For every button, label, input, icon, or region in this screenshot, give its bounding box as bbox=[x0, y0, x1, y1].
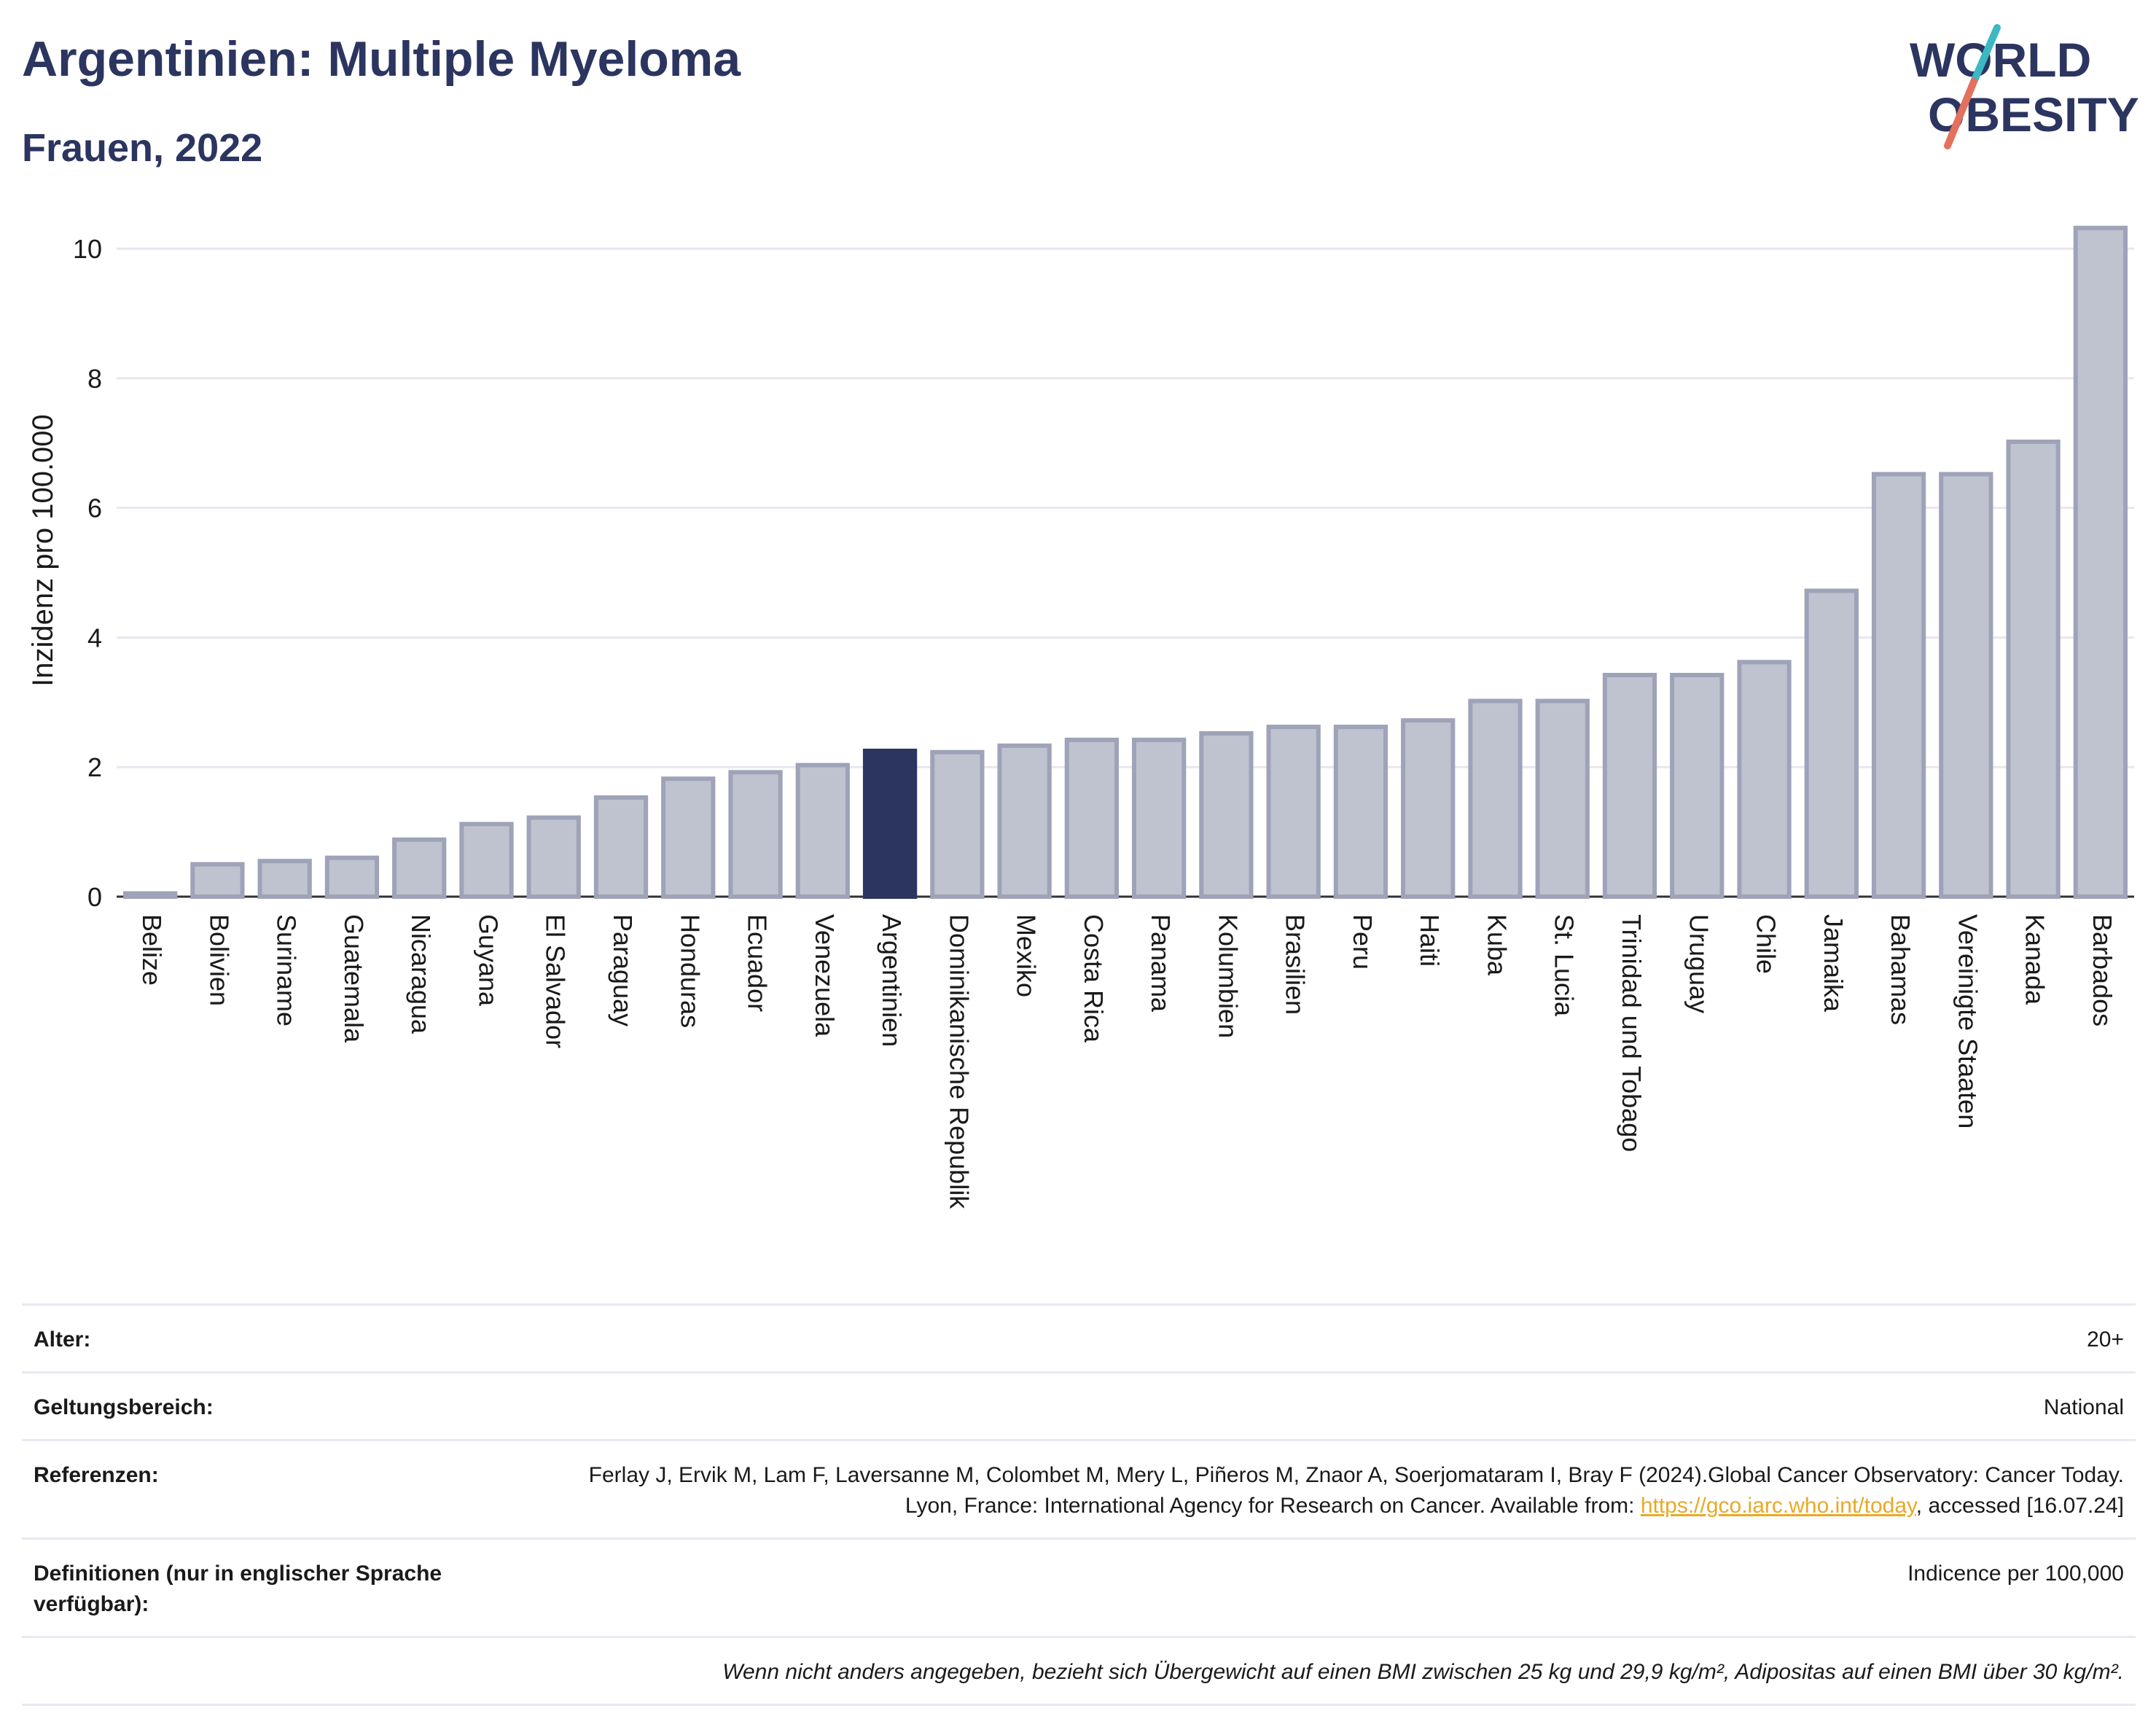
bar bbox=[1468, 698, 1523, 899]
bar bbox=[1199, 731, 1254, 899]
x-tick-label: Guyana bbox=[473, 914, 503, 1007]
bar-chart: 0 2 4 6 8 10 Belize Bolivien Suriname Guatemala N… bbox=[27, 225, 2134, 1209]
bar bbox=[930, 749, 985, 899]
bar bbox=[1871, 472, 1926, 899]
meta-row-definitions: Definitionen (nur in englischer Sprache … bbox=[22, 1537, 2136, 1636]
x-tick-label: Paraguay bbox=[608, 914, 638, 1026]
bar bbox=[1535, 698, 1590, 899]
x-tick-label: Mexiko bbox=[1012, 914, 1042, 997]
x-tick-label: St. Lucia bbox=[1550, 914, 1579, 1017]
x-tick-label: Chile bbox=[1751, 914, 1781, 974]
x-tick-label: Honduras bbox=[675, 914, 705, 1028]
bar bbox=[257, 859, 312, 899]
x-tick-label: Panama bbox=[1146, 914, 1176, 1013]
meta-row-scope: Geltungsbereich: National bbox=[22, 1371, 2136, 1439]
y-tick-label: 6 bbox=[87, 494, 102, 523]
meta-row-references: Referenzen: Ferlay J, Ervik M, Lam F, La… bbox=[22, 1439, 2136, 1537]
bar bbox=[459, 822, 514, 900]
bar bbox=[2073, 225, 2128, 899]
bar bbox=[324, 855, 380, 900]
metadata-table: Alter: 20+ Geltungsbereich: National Ref… bbox=[22, 1303, 2136, 1706]
bar bbox=[1737, 660, 1792, 899]
x-tick-label: Belize bbox=[137, 914, 167, 986]
bar bbox=[1670, 673, 1725, 899]
x-tick-label: Bahamas bbox=[1886, 914, 1915, 1025]
logo-slash-top bbox=[1970, 24, 2001, 85]
scope-label: Geltungsbereich: bbox=[34, 1395, 214, 1419]
x-tick-label: Guatemala bbox=[339, 914, 369, 1043]
references-text-1: Ferlay J, Ervik M, Lam F, Laversanne M, … bbox=[588, 1463, 2124, 1518]
bar bbox=[190, 862, 245, 899]
references-link[interactable]: https://gco.iarc.who.int/today bbox=[1640, 1494, 1916, 1518]
x-tick-label: Ecuador bbox=[743, 914, 773, 1012]
x-tick-label: Venezuela bbox=[810, 914, 840, 1037]
definitions-value: Indicence per 100,000 bbox=[1907, 1562, 2124, 1586]
bar bbox=[1804, 588, 1859, 899]
bar bbox=[1333, 725, 1388, 899]
bar bbox=[122, 891, 178, 899]
x-tick-label: El Salvador bbox=[541, 914, 571, 1048]
x-tick-label: Barbados bbox=[2087, 914, 2117, 1026]
bar bbox=[1939, 472, 1993, 899]
bar bbox=[392, 837, 447, 899]
bar bbox=[862, 749, 918, 899]
x-axis-labels: Belize Bolivien Suriname Guatemala Nicaragua… bbox=[137, 914, 2117, 1209]
y-axis-ticks: 0 2 4 6 8 10 bbox=[73, 234, 102, 912]
references-label: Referenzen: bbox=[34, 1463, 159, 1487]
grid-lines bbox=[117, 247, 2134, 898]
logo-slash-bottom bbox=[1944, 78, 1977, 149]
scope-value: National bbox=[2043, 1395, 2124, 1419]
bar bbox=[1064, 737, 1120, 900]
x-tick-label: Trinidad und Tobago bbox=[1617, 914, 1647, 1152]
x-tick-label: Kolumbien bbox=[1213, 914, 1243, 1038]
definitions-label: Definitionen (nur in englischer Sprache … bbox=[34, 1562, 442, 1616]
bar bbox=[1131, 737, 1187, 900]
x-tick-label: Kanada bbox=[2020, 914, 2050, 1005]
bars bbox=[122, 225, 2128, 900]
x-tick-label: Nicaragua bbox=[406, 914, 436, 1034]
logo-line-1: WORLD bbox=[1910, 33, 2091, 87]
x-tick-label: Peru bbox=[1348, 914, 1378, 970]
x-tick-label: Argentinien bbox=[877, 914, 907, 1047]
bar bbox=[795, 763, 850, 899]
x-tick-label: Bolivien bbox=[204, 914, 234, 1006]
x-tick-label: Haiti bbox=[1415, 914, 1445, 967]
y-tick-label: 2 bbox=[87, 752, 102, 782]
page-title: Argentinien: Multiple Myeloma bbox=[22, 31, 741, 87]
y-axis-label: Inzidenz pro 100.000 bbox=[27, 414, 59, 687]
bmi-note: Wenn nicht anders angegeben, bezieht sic… bbox=[722, 1660, 2124, 1684]
references-text-2: , accessed [16.07.24] bbox=[1915, 1494, 2124, 1518]
page-subtitle: Frauen, 2022 bbox=[22, 126, 263, 170]
bar bbox=[997, 743, 1052, 900]
x-tick-label: Suriname bbox=[272, 914, 302, 1026]
bar bbox=[1401, 718, 1456, 899]
age-label: Alter: bbox=[34, 1327, 91, 1352]
y-tick-label: 4 bbox=[87, 623, 102, 652]
references-value: Ferlay J, Ervik M, Lam F, Laversanne M, … bbox=[579, 1460, 2124, 1521]
bar bbox=[728, 770, 783, 899]
bar bbox=[1266, 725, 1321, 899]
y-tick-label: 0 bbox=[87, 882, 102, 912]
bar bbox=[593, 795, 649, 899]
bar bbox=[1602, 673, 1657, 899]
bar bbox=[661, 776, 716, 899]
x-tick-label: Vereinigte Staaten bbox=[1953, 914, 1983, 1128]
x-tick-label: Uruguay bbox=[1684, 914, 1714, 1013]
y-tick-label: 10 bbox=[73, 234, 102, 264]
x-tick-label: Costa Rica bbox=[1079, 914, 1109, 1043]
age-value: 20+ bbox=[2087, 1327, 2124, 1352]
bar bbox=[526, 815, 581, 899]
x-tick-label: Brasilien bbox=[1281, 914, 1311, 1015]
y-tick-label: 8 bbox=[87, 364, 102, 394]
x-tick-label: Jamaika bbox=[1819, 914, 1848, 1013]
x-tick-label: Dominikanische Republik bbox=[944, 914, 974, 1209]
x-tick-label: Kuba bbox=[1482, 914, 1512, 976]
meta-row-age: Alter: 20+ bbox=[22, 1303, 2136, 1371]
bar bbox=[2006, 440, 2061, 899]
meta-row-note: Wenn nicht anders angegeben, bezieht sic… bbox=[22, 1636, 2136, 1706]
world-obesity-logo: WORLD OBESITY bbox=[1910, 24, 2139, 149]
